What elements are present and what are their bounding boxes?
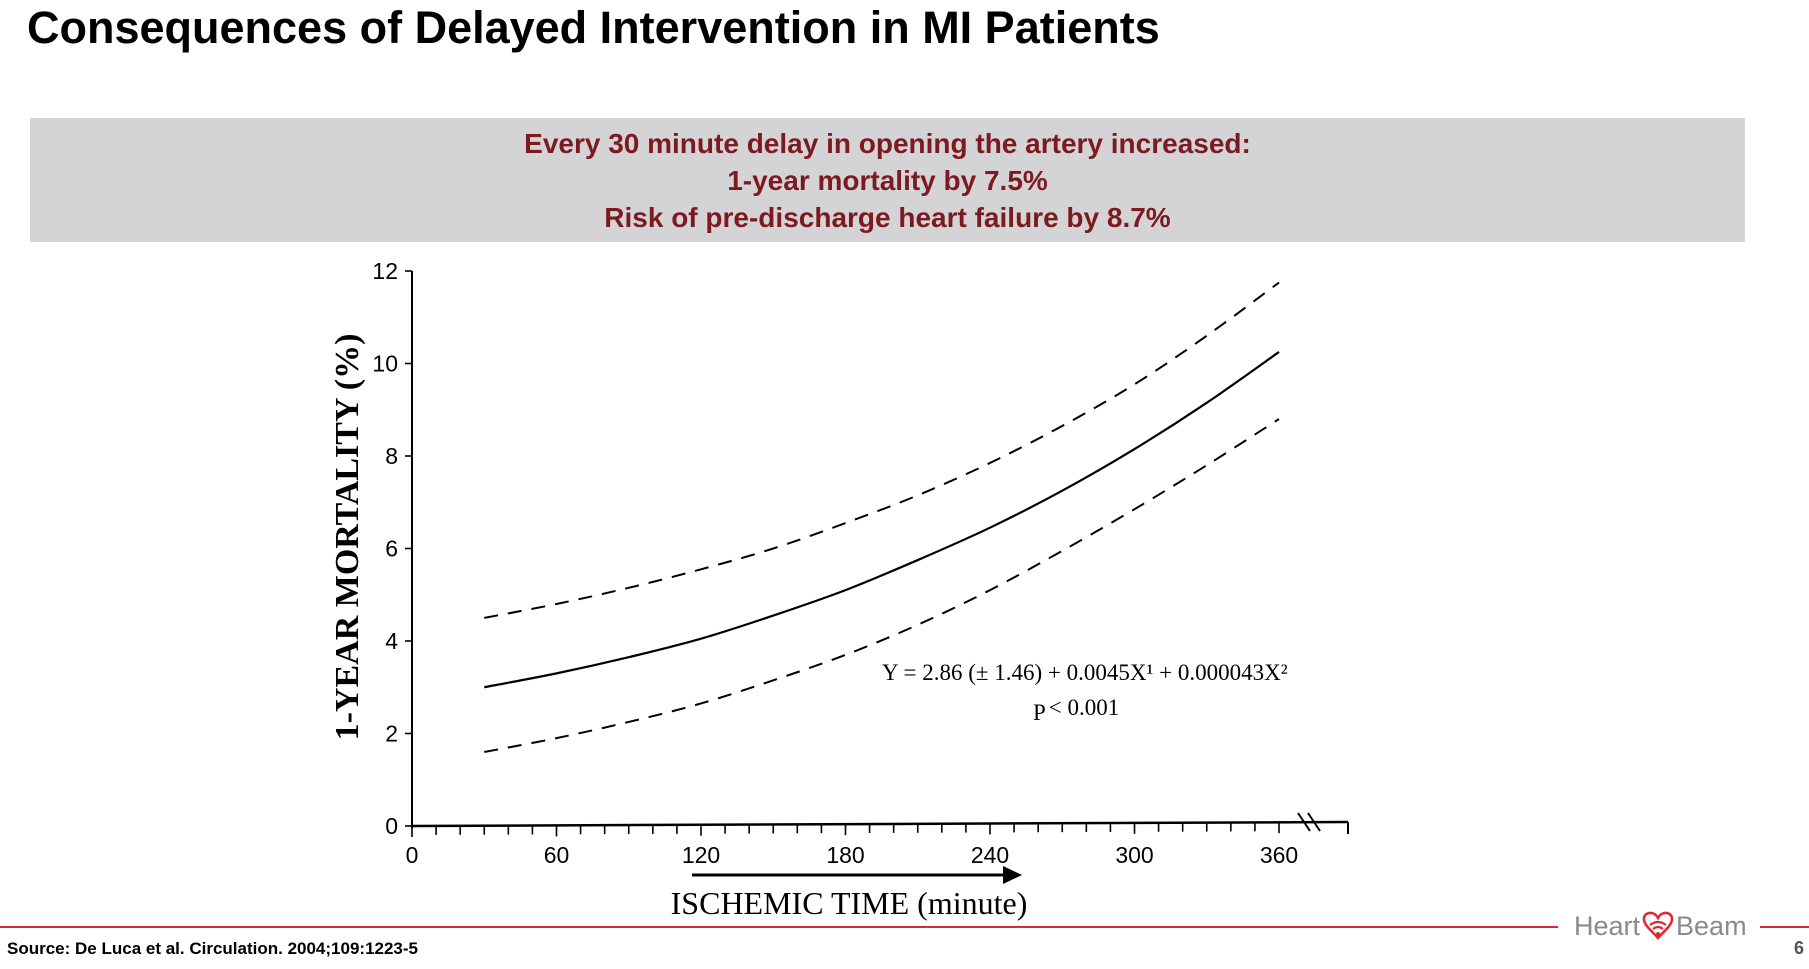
x-tick-label: 180: [826, 842, 864, 868]
footer-divider: [0, 926, 1558, 928]
banner-line: Every 30 minute delay in opening the art…: [524, 128, 1251, 159]
banner-line: Risk of pre-discharge heart failure by 8…: [604, 202, 1171, 233]
upper-confidence-curve: [484, 281, 1280, 619]
equation-annotation: Y = 2.86 (± 1.46) + 0.0045X¹ + 0.000043X…: [882, 660, 1288, 685]
heartbeam-logo: Heart Beam: [1574, 908, 1747, 944]
y-tick-label: 2: [385, 721, 398, 747]
lower-confidence-curve: [484, 418, 1280, 753]
x-tick-label: 360: [1260, 842, 1298, 868]
p-value-annotation: P < 0.001: [1033, 695, 1119, 725]
y-tick-label: 12: [372, 258, 398, 284]
axis-break-mark: [1297, 812, 1311, 832]
footer-divider: [1760, 926, 1809, 928]
x-tick-label: 240: [971, 842, 1009, 868]
logo-text-beam: Beam: [1676, 910, 1747, 941]
y-tick-label: 4: [385, 628, 398, 654]
page-number: 6: [1794, 938, 1805, 958]
logo-text-heart: Heart: [1574, 910, 1641, 941]
y-tick-label: 6: [385, 536, 398, 562]
curves: [484, 281, 1280, 753]
x-tick-label: 120: [682, 842, 720, 868]
y-tick-label: 0: [385, 813, 398, 839]
mortality-curve: [484, 351, 1280, 689]
heart-wifi-icon: [1642, 911, 1674, 940]
y-tick-label: 10: [372, 351, 398, 377]
x-tick-label: 300: [1115, 842, 1153, 868]
source-citation: Source: De Luca et al. Circulation. 2004…: [7, 939, 419, 958]
x-axis-label: ISCHEMIC TIME (minute): [671, 885, 1028, 921]
time-arrow-head: [1003, 866, 1022, 884]
slide-title: Consequences of Delayed Intervention in …: [27, 2, 1160, 53]
y-tick-label: 8: [385, 443, 398, 469]
y-axis-label: 1-YEAR MORTALITY (%): [329, 334, 366, 741]
banner-line: 1-year mortality by 7.5%: [727, 165, 1048, 196]
x-tick-label: 60: [544, 842, 570, 868]
x-tick-label: 0: [406, 842, 419, 868]
key-findings-banner: Every 30 minute delay in opening the art…: [30, 118, 1745, 242]
axis-break-mark: [1307, 812, 1321, 832]
x-axis-line: [411, 820, 1349, 828]
axes: [405, 270, 1349, 837]
